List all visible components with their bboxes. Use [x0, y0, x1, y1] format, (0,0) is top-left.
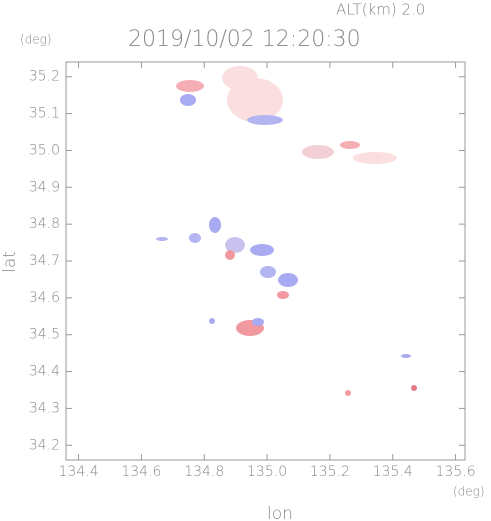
y-tick-label: 34.6 [29, 290, 60, 306]
x-tick-label: 135.6 [436, 464, 476, 480]
y-tick-label: 34.7 [29, 253, 60, 269]
chart-title: 2019/10/02 12:20:30 [128, 27, 361, 52]
x-axis-label: lon [267, 504, 293, 521]
x-tick-label: 135.0 [247, 464, 287, 480]
x-tick-label: 134.4 [59, 464, 99, 480]
altitude-label: ALT(km) 2.0 [336, 1, 425, 19]
y-tick-label: 34.2 [29, 437, 60, 453]
x-tick-label: 135.2 [310, 464, 350, 480]
y-axis-label: lat [0, 251, 20, 273]
echo-field [156, 66, 417, 396]
y-tick-label: 34.3 [29, 400, 60, 416]
y-unit: (deg) [20, 33, 52, 47]
y-tick-label: 35.0 [29, 142, 60, 158]
x-unit: (deg) [453, 485, 485, 499]
y-tick-label: 34.4 [29, 364, 60, 380]
x-tick-label: 134.6 [121, 464, 161, 480]
y-tick-label: 34.8 [29, 216, 60, 232]
y-tick-label: 34.5 [29, 327, 60, 343]
x-tick-label: 135.4 [373, 464, 413, 480]
y-tick-label: 34.9 [29, 179, 60, 195]
x-tick-label: 134.8 [184, 464, 224, 480]
y-tick-label: 35.1 [29, 106, 60, 122]
y-tick-label: 35.2 [29, 69, 60, 85]
